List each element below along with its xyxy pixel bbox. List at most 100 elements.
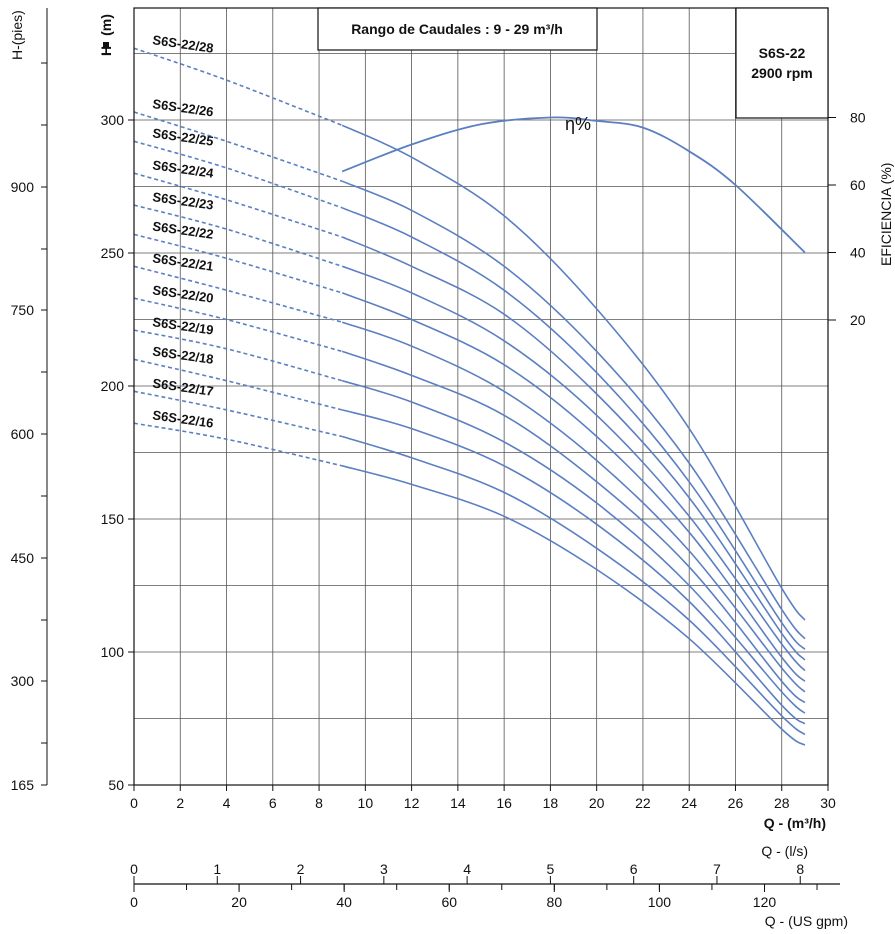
ls-tick-label: 8 <box>796 861 804 877</box>
curve-label: S6S-22/24 <box>152 157 216 181</box>
model-speed: 2900 rpm <box>751 65 812 81</box>
gpm-tick-label: 60 <box>441 894 457 910</box>
curve-dashed <box>133 204 343 268</box>
curve-label: S6S-22/18 <box>152 344 215 367</box>
chart-title: Rango de Caudales : 9 - 29 m³/h <box>351 21 563 37</box>
ls-tick-label: 0 <box>130 861 138 877</box>
curve-label: S6S-22/20 <box>152 282 215 305</box>
curve-dashed <box>133 111 343 182</box>
left-feet-axis-label: H-(pies) <box>9 10 25 60</box>
curve-solid <box>341 321 806 693</box>
feet-tick-label: 300 <box>11 673 35 689</box>
eff-tick-label: 40 <box>850 245 866 261</box>
curve-label: S6S-22/21 <box>152 250 215 273</box>
eff-tick-label: 20 <box>850 312 866 328</box>
curve-label: S6S-22/22 <box>152 218 215 241</box>
curve-dashed <box>133 358 343 411</box>
curve-dashed <box>133 265 343 323</box>
curve-dashed <box>133 140 343 209</box>
x-tick-label: 26 <box>728 795 744 811</box>
curve-solid <box>341 379 806 714</box>
curve-label: S6S-22/19 <box>152 314 215 337</box>
curve-dashed <box>133 172 343 238</box>
x-tick-label: 4 <box>223 795 231 811</box>
ls-tick-label: 5 <box>547 861 555 877</box>
y-axis-label: H(m) <box>98 14 114 56</box>
curve-solid <box>341 265 806 672</box>
feet-tick-label: 165 <box>11 777 35 793</box>
x-tick-label: 8 <box>315 795 323 811</box>
gpm-tick-label: 40 <box>336 894 352 910</box>
curve-dashed <box>133 47 343 127</box>
curve-solid <box>341 350 806 704</box>
curve-solid <box>341 292 806 682</box>
curves: S6S-22/28 S6S-22/26 S6S-22/25 S6S-22/24 S6S-… <box>133 32 806 746</box>
y-tick-label: 200 <box>101 378 125 394</box>
curve-solid <box>341 465 806 746</box>
curve-dashed <box>133 297 343 353</box>
curve-dashed <box>133 422 343 467</box>
y-tick-label: 100 <box>101 644 125 660</box>
ls-tick-label: 7 <box>713 861 721 877</box>
gpm-tick-label: 100 <box>648 894 672 910</box>
curve-solid <box>341 409 806 725</box>
x-tick-label: 14 <box>450 795 466 811</box>
curve-label: S6S-22/16 <box>152 407 215 430</box>
gpm-tick-label: 80 <box>547 894 563 910</box>
grid <box>134 8 828 785</box>
y-tick-label: 150 <box>101 511 125 527</box>
feet-tick-label: 600 <box>11 426 35 442</box>
ls-axis-label: Q - (l/s) <box>761 843 808 859</box>
x-tick-label: 2 <box>176 795 184 811</box>
gpm-tick-label: 0 <box>130 894 138 910</box>
y-tick-label: 300 <box>101 112 125 128</box>
x-tick-label: 24 <box>681 795 697 811</box>
x-axis-label: Q - (m³/h) <box>764 815 826 831</box>
feet-tick-label: 750 <box>11 302 35 318</box>
x-tick-label: 28 <box>774 795 790 811</box>
curve-solid <box>341 435 806 736</box>
y-tick-label: 50 <box>108 777 124 793</box>
y-axis-label-marker <box>103 42 109 48</box>
curve-solid <box>341 124 806 621</box>
right-axis-label: EFICIENCIA (%) <box>878 163 894 266</box>
curve-dashed <box>133 233 343 294</box>
x-tick-label: 16 <box>496 795 512 811</box>
curve-dashed <box>133 390 343 438</box>
ls-tick-label: 2 <box>297 861 305 877</box>
ls-tick-label: 6 <box>630 861 638 877</box>
eff-tick-label: 80 <box>850 110 866 126</box>
feet-tick-label: 900 <box>11 179 35 195</box>
feet-tick-label: 450 <box>11 550 35 566</box>
x-tick-label: 0 <box>130 795 138 811</box>
model-name: S6S-22 <box>759 45 806 61</box>
gpm-tick-label: 120 <box>753 894 777 910</box>
x-tick-label: 30 <box>820 795 836 811</box>
x-tick-label: 10 <box>358 795 374 811</box>
curve-dashed <box>133 329 343 382</box>
curve-label: S6S-22/26 <box>152 96 215 119</box>
curve-solid <box>341 180 806 640</box>
gpm-tick-label: 20 <box>231 894 247 910</box>
x-tick-label: 22 <box>635 795 651 811</box>
title-box <box>317 7 598 51</box>
efficiency-label: η% <box>565 114 591 134</box>
curve-solid <box>341 236 806 661</box>
ls-tick-label: 1 <box>213 861 221 877</box>
efficiency-curve <box>341 116 806 254</box>
ls-tick-label: 3 <box>380 861 388 877</box>
gpm-axis-label: Q - (US gpm) <box>765 913 848 929</box>
eff-tick-label: 60 <box>850 177 866 193</box>
curve-label: S6S-22/17 <box>152 375 215 398</box>
curve-solid <box>341 207 806 650</box>
x-tick-label: 12 <box>404 795 420 811</box>
ls-tick-label: 4 <box>463 861 471 877</box>
curve-label: S6S-22/25 <box>152 125 215 148</box>
model-box <box>735 7 829 119</box>
y-tick-label: 250 <box>101 245 125 261</box>
curve-label: S6S-22/28 <box>152 32 215 55</box>
x-tick-label: 20 <box>589 795 605 811</box>
ticks: 0 2 4 6 8 10 12 14 16 18 20 22 24 26 28 305010015020025… <box>11 62 866 910</box>
x-tick-label: 18 <box>543 795 559 811</box>
